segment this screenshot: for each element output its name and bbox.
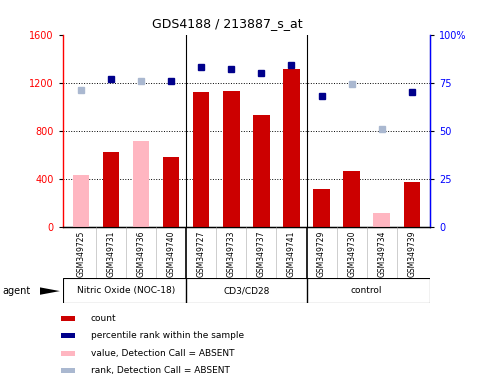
Bar <box>61 333 75 338</box>
Text: value, Detection Call = ABSENT: value, Detection Call = ABSENT <box>91 349 234 358</box>
Bar <box>103 152 119 227</box>
Text: GSM349736: GSM349736 <box>137 231 145 277</box>
Text: control: control <box>351 286 383 295</box>
Bar <box>61 351 75 356</box>
Text: GDS4188 / 213887_s_at: GDS4188 / 213887_s_at <box>152 17 302 30</box>
Text: CD3/CD28: CD3/CD28 <box>223 286 270 295</box>
Text: percentile rank within the sample: percentile rank within the sample <box>91 331 244 340</box>
Bar <box>193 92 210 227</box>
Text: agent: agent <box>2 286 30 296</box>
Polygon shape <box>40 287 60 295</box>
Bar <box>253 115 270 227</box>
Bar <box>343 171 360 227</box>
Text: GSM349727: GSM349727 <box>197 231 206 277</box>
Text: GSM349741: GSM349741 <box>287 231 296 277</box>
Text: GSM349725: GSM349725 <box>76 231 85 277</box>
Text: GSM349734: GSM349734 <box>377 231 386 277</box>
Text: GSM349729: GSM349729 <box>317 231 326 277</box>
Bar <box>133 141 149 227</box>
Bar <box>373 214 390 227</box>
Text: GSM349740: GSM349740 <box>167 231 176 277</box>
Bar <box>61 316 75 321</box>
Text: GSM349730: GSM349730 <box>347 231 356 277</box>
Bar <box>313 189 330 227</box>
Text: GSM349731: GSM349731 <box>106 231 115 277</box>
Bar <box>72 175 89 227</box>
Bar <box>163 157 179 227</box>
Bar <box>283 70 300 227</box>
Bar <box>403 182 420 227</box>
Text: GSM349733: GSM349733 <box>227 231 236 277</box>
Text: count: count <box>91 314 116 323</box>
Text: rank, Detection Call = ABSENT: rank, Detection Call = ABSENT <box>91 366 230 375</box>
Bar <box>223 91 240 227</box>
Bar <box>61 368 75 373</box>
Text: Nitric Oxide (NOC-18): Nitric Oxide (NOC-18) <box>77 286 175 295</box>
Bar <box>63 278 430 303</box>
Text: GSM349739: GSM349739 <box>407 231 416 277</box>
Text: GSM349737: GSM349737 <box>257 231 266 277</box>
